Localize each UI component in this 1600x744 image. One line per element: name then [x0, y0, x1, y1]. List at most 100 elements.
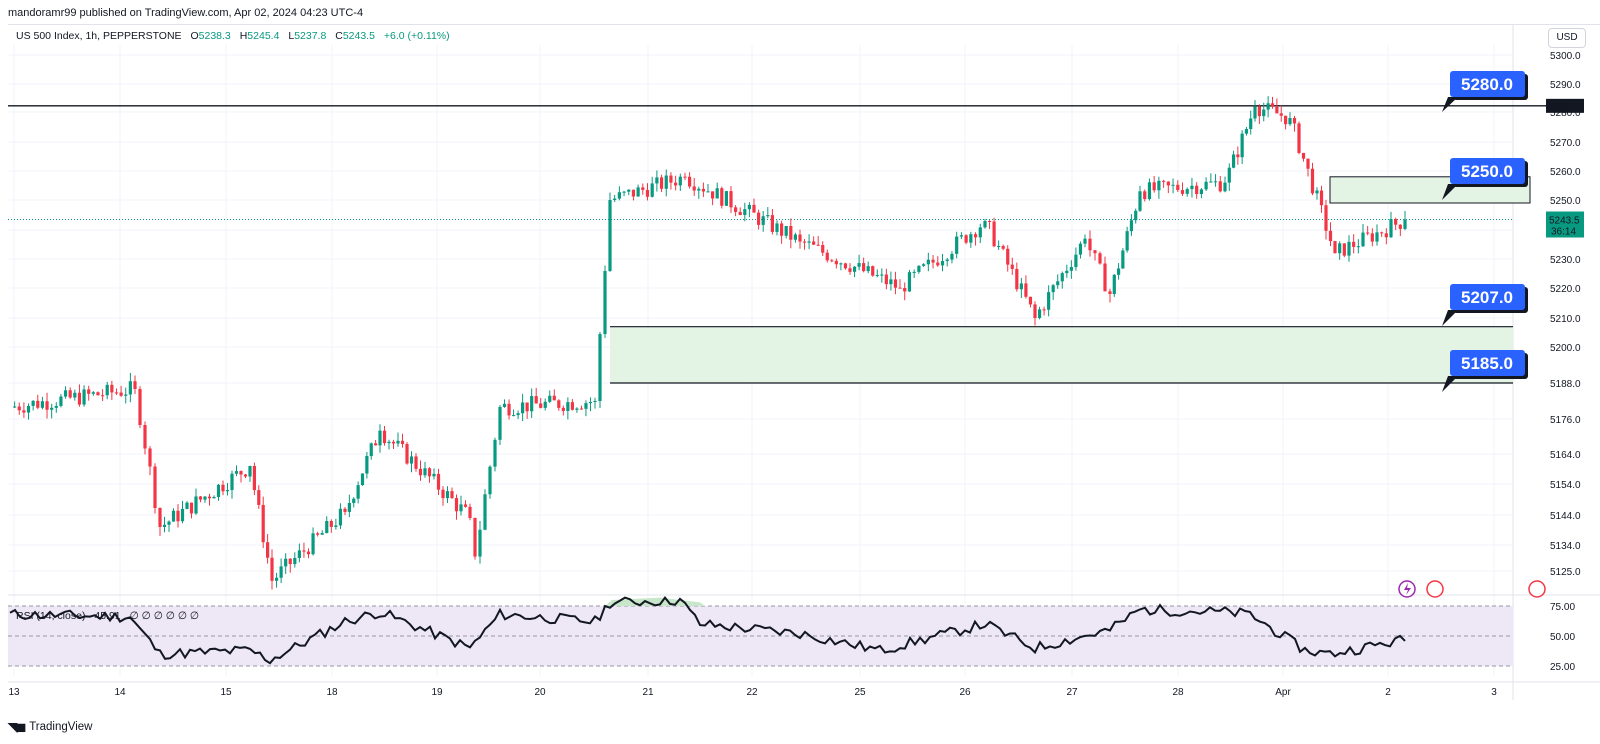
candle: [613, 194, 617, 203]
low-label: L: [288, 30, 295, 42]
candle-body: [454, 498, 459, 512]
candle-body: [871, 266, 875, 276]
candle: [105, 381, 109, 400]
level-callout[interactable]: 5207.0: [1442, 284, 1528, 326]
candle: [761, 210, 765, 232]
candle: [507, 399, 511, 420]
candle: [261, 496, 265, 549]
candle-body: [1152, 182, 1156, 191]
candle-body: [1147, 182, 1152, 200]
time-tick-label: 15: [220, 687, 232, 698]
level-callout[interactable]: 5250.0: [1442, 158, 1528, 200]
callout-pointer: [1442, 376, 1458, 392]
currency-button[interactable]: USD: [1548, 28, 1586, 48]
candle: [1257, 104, 1261, 124]
candle: [1157, 176, 1161, 199]
candle-body: [311, 533, 315, 555]
candle-body: [1024, 283, 1028, 297]
candle: [1279, 105, 1283, 122]
candle-body: [374, 443, 378, 446]
price-tick-label: 5144.0: [1550, 511, 1581, 522]
candle-body: [252, 466, 256, 491]
candle: [525, 402, 529, 419]
candle-body: [239, 471, 243, 475]
candle-body: [1166, 181, 1170, 186]
candle-body: [1301, 152, 1306, 159]
candle: [1380, 231, 1384, 237]
candle: [1190, 177, 1194, 198]
candle: [26, 403, 31, 420]
time-tick-label: 19: [431, 687, 443, 698]
time-tick-label: 22: [746, 687, 758, 698]
candle: [288, 558, 292, 573]
candle-body: [507, 403, 511, 416]
candle-body: [1180, 190, 1185, 194]
candle: [655, 170, 659, 192]
candle: [502, 399, 507, 408]
candle-body: [1001, 246, 1005, 249]
price-tick-label: 5210.0: [1550, 314, 1581, 325]
candle-body: [96, 392, 100, 396]
candle: [889, 271, 893, 291]
candle: [180, 500, 185, 524]
candle: [683, 172, 687, 181]
candle-body: [334, 525, 338, 527]
candle: [473, 517, 477, 560]
candle: [483, 489, 487, 531]
candle: [802, 239, 807, 250]
candle-body: [645, 189, 650, 197]
candle-body: [1306, 158, 1310, 169]
candle-body: [1262, 109, 1266, 117]
candle-body: [1037, 309, 1042, 318]
candle-body: [302, 550, 306, 552]
candle-body: [502, 403, 507, 407]
candle: [674, 175, 678, 191]
candle: [940, 253, 945, 272]
candle-body: [1297, 123, 1301, 153]
candle: [926, 252, 930, 272]
candle-body: [780, 223, 784, 236]
candle: [203, 496, 207, 503]
candle: [664, 169, 668, 197]
candle: [566, 397, 570, 420]
candle-body: [950, 253, 954, 260]
candle: [454, 494, 459, 520]
level-callout[interactable]: 5280.0: [1442, 71, 1528, 112]
candle: [521, 393, 525, 422]
candle: [789, 218, 793, 249]
candle: [1333, 240, 1337, 254]
candle-body: [1270, 103, 1275, 107]
level-callout[interactable]: 5185.0: [1442, 350, 1528, 392]
candle: [432, 468, 436, 480]
candle: [631, 189, 636, 201]
candle: [167, 520, 171, 532]
candle-body: [1056, 281, 1060, 286]
candle: [1108, 288, 1112, 303]
tradingview-logo[interactable]: ◥◼ TradingView: [8, 720, 93, 734]
candle-body: [789, 225, 793, 240]
candle: [185, 501, 189, 510]
candle: [22, 402, 26, 418]
candle-body: [1347, 241, 1351, 256]
candle: [498, 405, 502, 445]
high-label: H: [239, 30, 248, 42]
candle: [171, 508, 176, 522]
rsi-title: RSI (14, close): [16, 610, 86, 622]
candle-body: [552, 395, 556, 401]
candle-body: [1240, 133, 1244, 158]
candle: [1342, 243, 1346, 258]
candle: [1078, 241, 1083, 259]
candle-body: [436, 473, 441, 490]
candle: [1328, 222, 1333, 247]
candle: [297, 543, 301, 563]
candle-body: [180, 508, 185, 522]
candle: [162, 516, 167, 533]
lightning-icon: [1404, 583, 1411, 595]
price-tick-label: 5164.0: [1550, 450, 1581, 461]
countdown-text: 36:14: [1551, 227, 1576, 238]
candle: [852, 266, 857, 278]
time-tick-label: 20: [534, 687, 546, 698]
candle: [875, 269, 879, 278]
candle: [1315, 187, 1319, 200]
